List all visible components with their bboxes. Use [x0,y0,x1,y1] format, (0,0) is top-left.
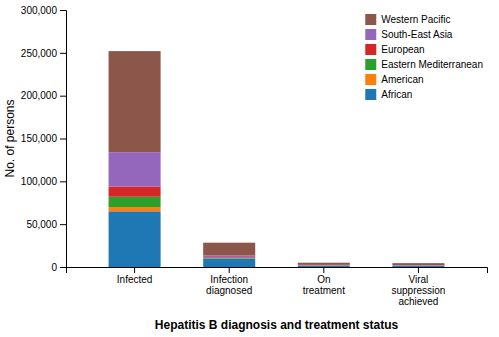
tick-label-line: suppression [391,285,445,296]
bar-segment [298,265,350,266]
tick: Infected [117,267,153,285]
bar-segment [203,259,255,267]
legend-item: Eastern Mediterranean [365,59,483,70]
bar-segment [109,186,161,196]
tick-label: 150,000 [21,133,58,144]
tick-label-line: Viral [408,274,428,285]
series [109,152,445,265]
bar-segment [392,266,444,267]
tick: Viralsuppressionachieved [391,267,445,307]
tick-label: 200,000 [21,90,58,101]
tick-label-line: Infection [210,274,248,285]
legend-label: European [381,44,424,55]
tick-mark [60,267,66,268]
tick-mark [134,267,135,273]
legend-swatch [365,29,376,40]
tick: 300,000 [21,5,66,16]
bar-segment [298,265,350,266]
legend-item: Western Pacific [365,14,450,25]
tick-label-line: Infected [117,274,153,285]
plot: 0 50,000 100,000 150,000 200,000 250,000 300,0… [21,5,488,307]
tick: 150,000 [21,133,66,144]
legend-swatch [365,44,376,55]
tick-label-line: achieved [398,296,438,307]
tick-label-line: On [317,274,330,285]
axis-line [67,268,488,274]
legend-swatch [365,59,376,70]
bar-segment [109,197,161,207]
series [109,207,445,266]
legend-label: South-East Asia [381,29,453,40]
bar-segment [298,263,350,265]
bar-segment [109,51,161,152]
tick: 200,000 [21,90,66,101]
legend-label: Eastern Mediterranean [381,59,483,70]
tick-mark [60,139,66,140]
tick-mark [229,267,230,273]
tick: 0 [51,262,66,273]
bar-segment [203,243,255,256]
y-axis-title: No. of persons [3,99,17,177]
legend-item: European [365,44,424,55]
tick-label: 50,000 [26,219,57,230]
bar-segment [109,207,161,211]
legend-item: African [365,89,412,100]
tick: 50,000 [26,219,66,230]
bar-segment [109,152,161,186]
axis-line [60,11,67,268]
bar-segment [203,258,255,259]
legend-item: South-East Asia [365,29,453,40]
tick-label: Viralsuppressionachieved [391,274,445,307]
tick-label: Infectiondiagnosed [206,274,252,296]
bar-segment [298,266,350,267]
bar-segment [203,256,255,258]
tick: 100,000 [21,176,66,187]
bar-segment [392,263,444,265]
tick-label: 250,000 [21,48,58,59]
tick-label-line: diagnosed [206,285,252,296]
chart: 0 50,000 100,000 150,000 200,000 250,000 300,0… [0,0,499,337]
legend-label: Western Pacific [381,14,450,25]
y-axis: 0 50,000 100,000 150,000 200,000 250,000 300,0… [21,5,67,273]
tick-mark [60,10,66,11]
tick-mark [60,96,66,97]
series [109,211,445,267]
tick: Ontreatment [303,267,345,296]
bar-segment [109,211,161,267]
legend-swatch [365,74,376,85]
bar-segment [203,257,255,259]
legend: Western Pacific South-East Asia European Ea… [365,14,483,100]
tick: 250,000 [21,48,66,59]
legend-label: African [381,89,412,100]
bar-segment [298,265,350,266]
bar-segment [392,265,444,266]
tick-label-line: treatment [303,285,345,296]
tick: Infectiondiagnosed [206,267,252,296]
bar-segment [392,265,444,266]
tick-label: Ontreatment [303,274,345,296]
tick-mark [60,224,66,225]
tick-label: Infected [117,274,153,285]
legend-item: American [365,74,423,85]
tick-mark [418,267,419,273]
legend-label: American [381,74,423,85]
legend-swatch [365,89,376,100]
tick-mark [60,53,66,54]
tick-mark [323,267,324,273]
bars [109,51,445,267]
x-axis: Infected Infectiondiagnosed Ontreatment Vir… [67,267,488,307]
tick-label: 0 [51,262,57,273]
legend-swatch [365,14,376,25]
tick-label: 300,000 [21,5,58,16]
series [109,197,445,266]
x-axis-title: Hepatitis B diagnosis and treatment stat… [155,318,399,332]
tick-label: 100,000 [21,176,58,187]
tick-mark [60,181,66,182]
series [109,186,445,265]
series [109,51,445,265]
bar-segment [392,265,444,266]
